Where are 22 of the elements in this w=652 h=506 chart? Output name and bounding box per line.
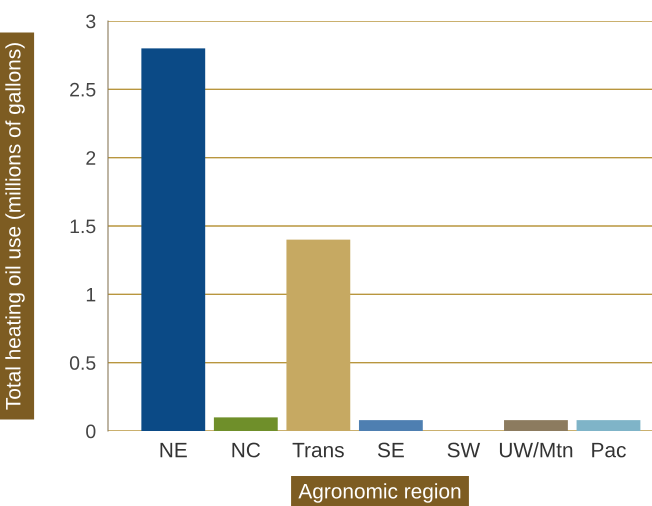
bar [576,420,640,431]
bar [141,48,206,431]
bar [214,417,278,431]
y-tick-label: 2 [86,151,96,165]
y-axis-title: Total heating oil use (millions of gallons) [5,43,25,410]
x-tick-label: Pac [592,442,626,458]
x-tick-label: SW [448,442,480,458]
x-tick-label: NC [232,442,260,458]
x-tick-label: NE [160,442,187,458]
y-tick-label: 0 [86,424,96,438]
x-tick-label: Trans [292,442,344,458]
bar [358,420,423,431]
y-tick-label: 1 [86,288,96,302]
y-tick-label: 0.5 [70,356,96,370]
y-tick-label: 3 [86,14,96,28]
y-tick-label: 2.5 [70,82,96,97]
y-tick-label: 1.5 [70,220,96,234]
bar [504,420,568,431]
bar [286,240,350,431]
x-tick-label: SE [378,442,404,458]
x-tick-label: UW/Mtn [500,442,572,458]
x-axis-title: Agronomic region [298,483,460,503]
